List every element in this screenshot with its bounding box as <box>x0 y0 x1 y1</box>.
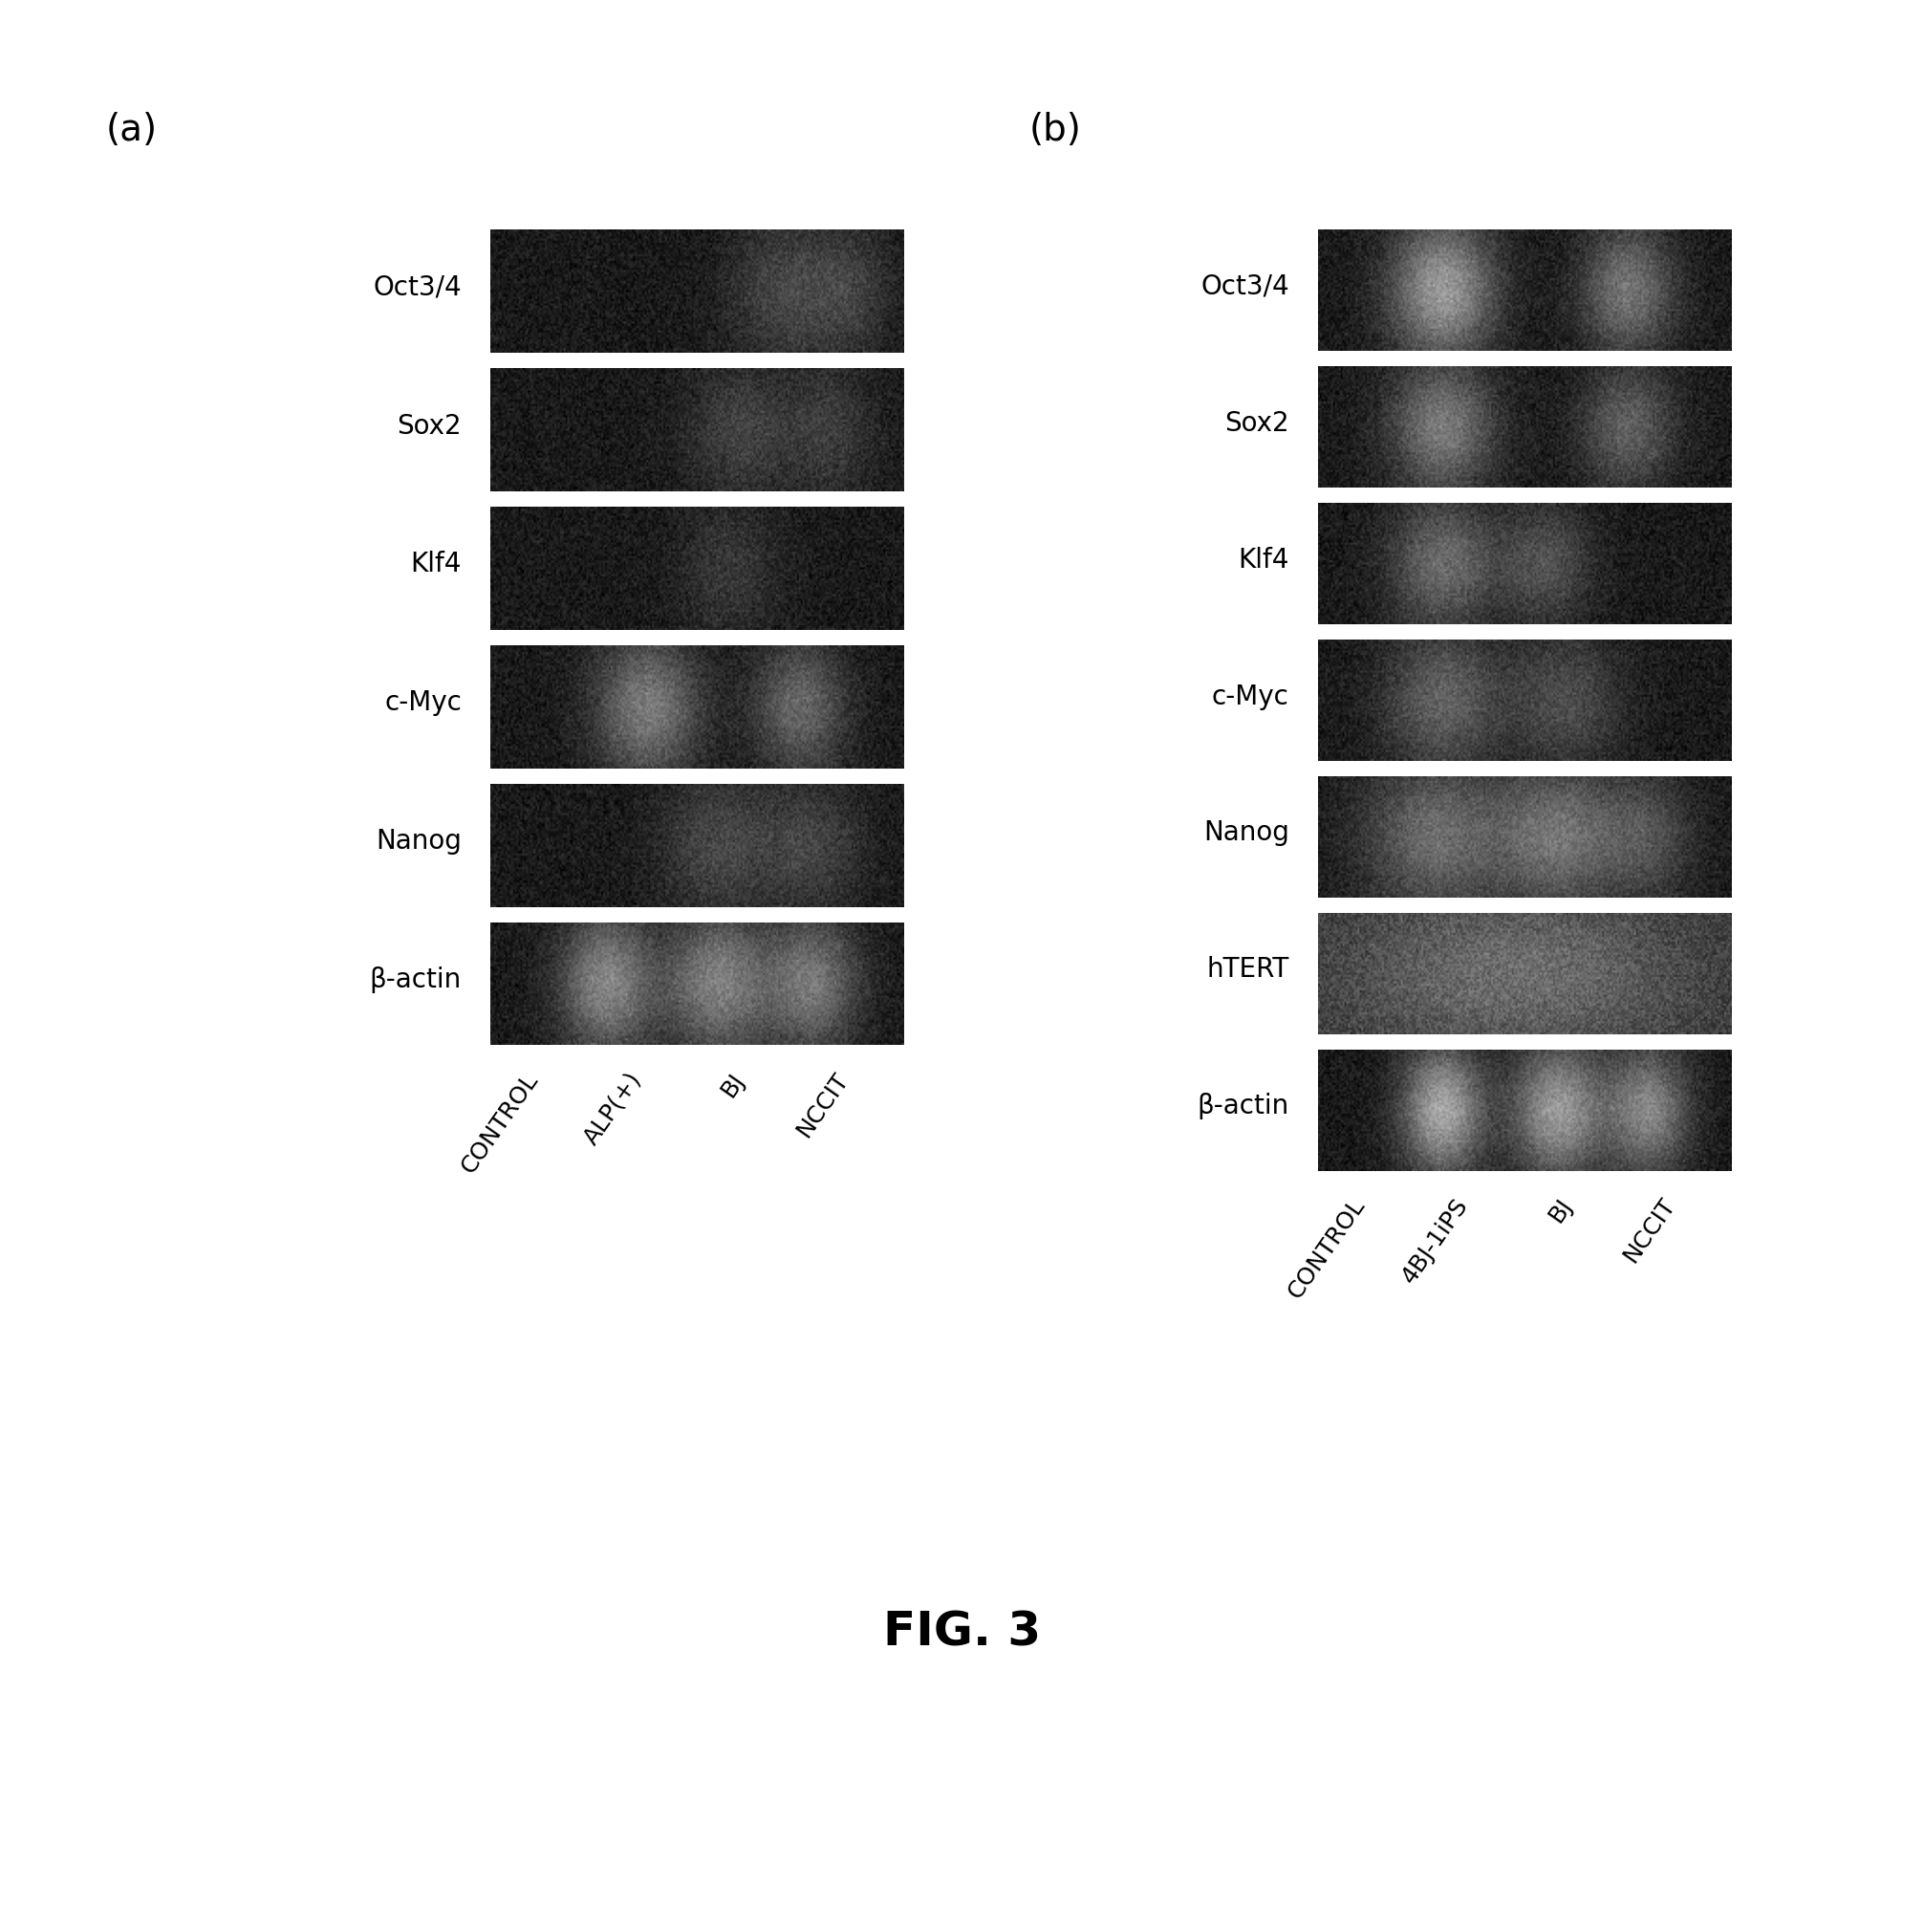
Text: c-Myc: c-Myc <box>1212 684 1289 709</box>
Text: Nanog: Nanog <box>1202 819 1289 846</box>
Text: (b): (b) <box>1029 112 1081 149</box>
Text: CONTROL: CONTROL <box>1283 1194 1370 1302</box>
Text: NCCIT: NCCIT <box>1620 1194 1680 1267</box>
Text: 4BJ-1iPS: 4BJ-1iPS <box>1399 1194 1474 1289</box>
Text: Klf4: Klf4 <box>1237 547 1289 574</box>
Text: BJ: BJ <box>1545 1194 1576 1227</box>
Text: Oct3/4: Oct3/4 <box>373 274 462 301</box>
Text: NCCIT: NCCIT <box>793 1068 852 1142</box>
Text: β-actin: β-actin <box>369 966 462 993</box>
Text: Klf4: Klf4 <box>410 551 462 578</box>
Text: (a): (a) <box>106 112 158 149</box>
Text: Oct3/4: Oct3/4 <box>1201 272 1289 299</box>
Text: BJ: BJ <box>718 1068 748 1101</box>
Text: hTERT: hTERT <box>1206 956 1289 983</box>
Text: FIG. 3: FIG. 3 <box>883 1609 1041 1656</box>
Text: β-actin: β-actin <box>1197 1094 1289 1121</box>
Text: c-Myc: c-Myc <box>385 690 462 717</box>
Text: ALP(+): ALP(+) <box>579 1068 646 1150</box>
Text: Nanog: Nanog <box>375 829 462 854</box>
Text: Sox2: Sox2 <box>1224 410 1289 437</box>
Text: CONTROL: CONTROL <box>456 1068 543 1177</box>
Text: Sox2: Sox2 <box>396 413 462 439</box>
